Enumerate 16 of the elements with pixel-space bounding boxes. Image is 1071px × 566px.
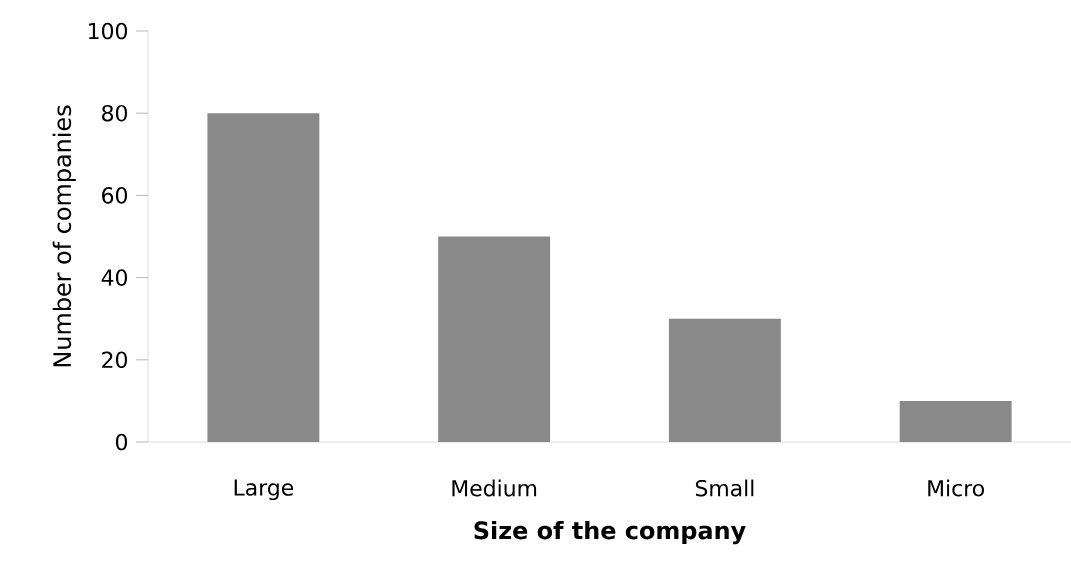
y-tick-label: 40 xyxy=(101,269,128,286)
bar xyxy=(899,400,1012,442)
y-tick-label: 20 xyxy=(102,351,128,369)
y-tick-label: 0 xyxy=(115,433,128,451)
bar xyxy=(438,236,551,442)
x-tick-label: Micro xyxy=(928,479,984,497)
x-tick-label: Medium xyxy=(452,479,537,497)
y-tick-label: 80 xyxy=(102,104,128,122)
y-tick-label: 100 xyxy=(89,22,128,40)
x-tick-label: Small xyxy=(695,479,754,497)
x-axis-title: Size of the company xyxy=(474,520,746,545)
y-axis-title: Number of companies xyxy=(52,105,76,367)
bar xyxy=(668,318,781,442)
x-tick-label: Large xyxy=(234,479,294,501)
y-tick-label: 60 xyxy=(102,187,128,204)
bar xyxy=(207,113,320,442)
